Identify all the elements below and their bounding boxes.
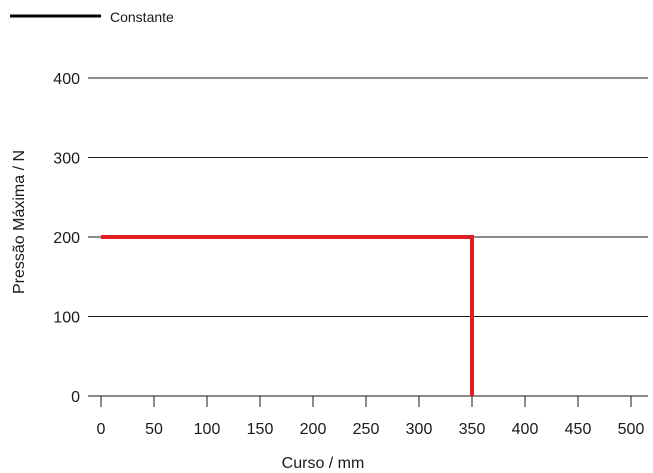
x-axis-title: Curso / mm [282, 455, 365, 472]
x-tick-label: 450 [565, 421, 592, 438]
y-axis-title: Pressão Máxima / N [11, 150, 28, 294]
x-tick-label: 500 [618, 421, 645, 438]
x-tick-label: 400 [512, 421, 539, 438]
x-tick-label: 200 [300, 421, 327, 438]
series-line [101, 235, 474, 396]
y-tick-labels: 0 100 200 300 400 [53, 71, 80, 406]
series-layer [101, 235, 474, 396]
legend: Constante [10, 9, 174, 25]
x-tick-label: 300 [406, 421, 433, 438]
y-tick-label: 100 [53, 310, 80, 327]
x-tick-label: 0 [97, 421, 106, 438]
x-ticks: 0 50 100 150 200 250 300 350 400 450 500 [97, 396, 645, 438]
x-tick-label: 100 [194, 421, 221, 438]
y-tick-label: 200 [53, 230, 80, 247]
x-tick-label: 50 [145, 421, 163, 438]
x-tick-label: 250 [353, 421, 380, 438]
y-tick-label: 0 [71, 389, 80, 406]
x-tick-label: 350 [459, 421, 486, 438]
legend-label: Constante [110, 9, 174, 25]
x-tick-label: 150 [247, 421, 274, 438]
y-tick-label: 300 [53, 151, 80, 168]
y-tick-label: 400 [53, 71, 80, 88]
